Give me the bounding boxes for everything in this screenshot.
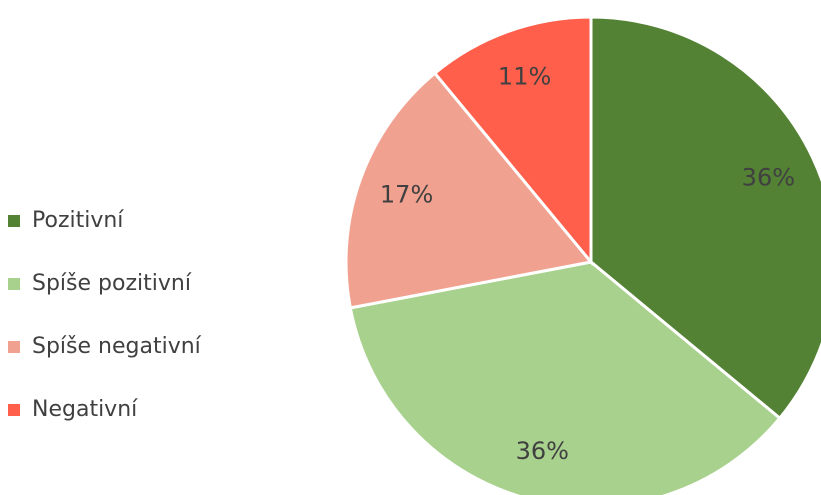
- legend-swatch: [8, 404, 20, 416]
- pie-slice: [348, 260, 782, 495]
- legend-swatch: [8, 341, 20, 353]
- legend-label: Spíše pozitivní: [32, 271, 192, 296]
- legend-label: Pozitivní: [32, 208, 124, 233]
- data-label: 36%: [742, 164, 795, 192]
- legend-label: Negativní: [32, 397, 138, 422]
- pie-slice: [344, 71, 594, 310]
- legend-label: Spíše negativní: [32, 334, 202, 359]
- data-label: 17%: [380, 181, 433, 209]
- data-label: 36%: [516, 437, 569, 465]
- legend-swatch: [8, 278, 20, 290]
- legend-swatch: [8, 215, 20, 227]
- data-label: 11%: [498, 63, 551, 91]
- pie-slice: [432, 15, 593, 267]
- pie-slice: [589, 15, 821, 421]
